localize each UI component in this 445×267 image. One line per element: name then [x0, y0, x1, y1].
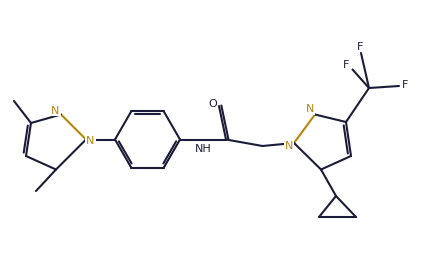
Text: F: F	[343, 61, 349, 70]
Text: F: F	[357, 41, 363, 52]
Text: F: F	[402, 80, 409, 90]
Text: N: N	[51, 105, 60, 116]
Text: N: N	[306, 104, 314, 115]
Text: O: O	[209, 99, 217, 109]
Text: N: N	[285, 141, 293, 151]
Text: NH: NH	[194, 143, 211, 154]
Text: N: N	[86, 136, 95, 147]
